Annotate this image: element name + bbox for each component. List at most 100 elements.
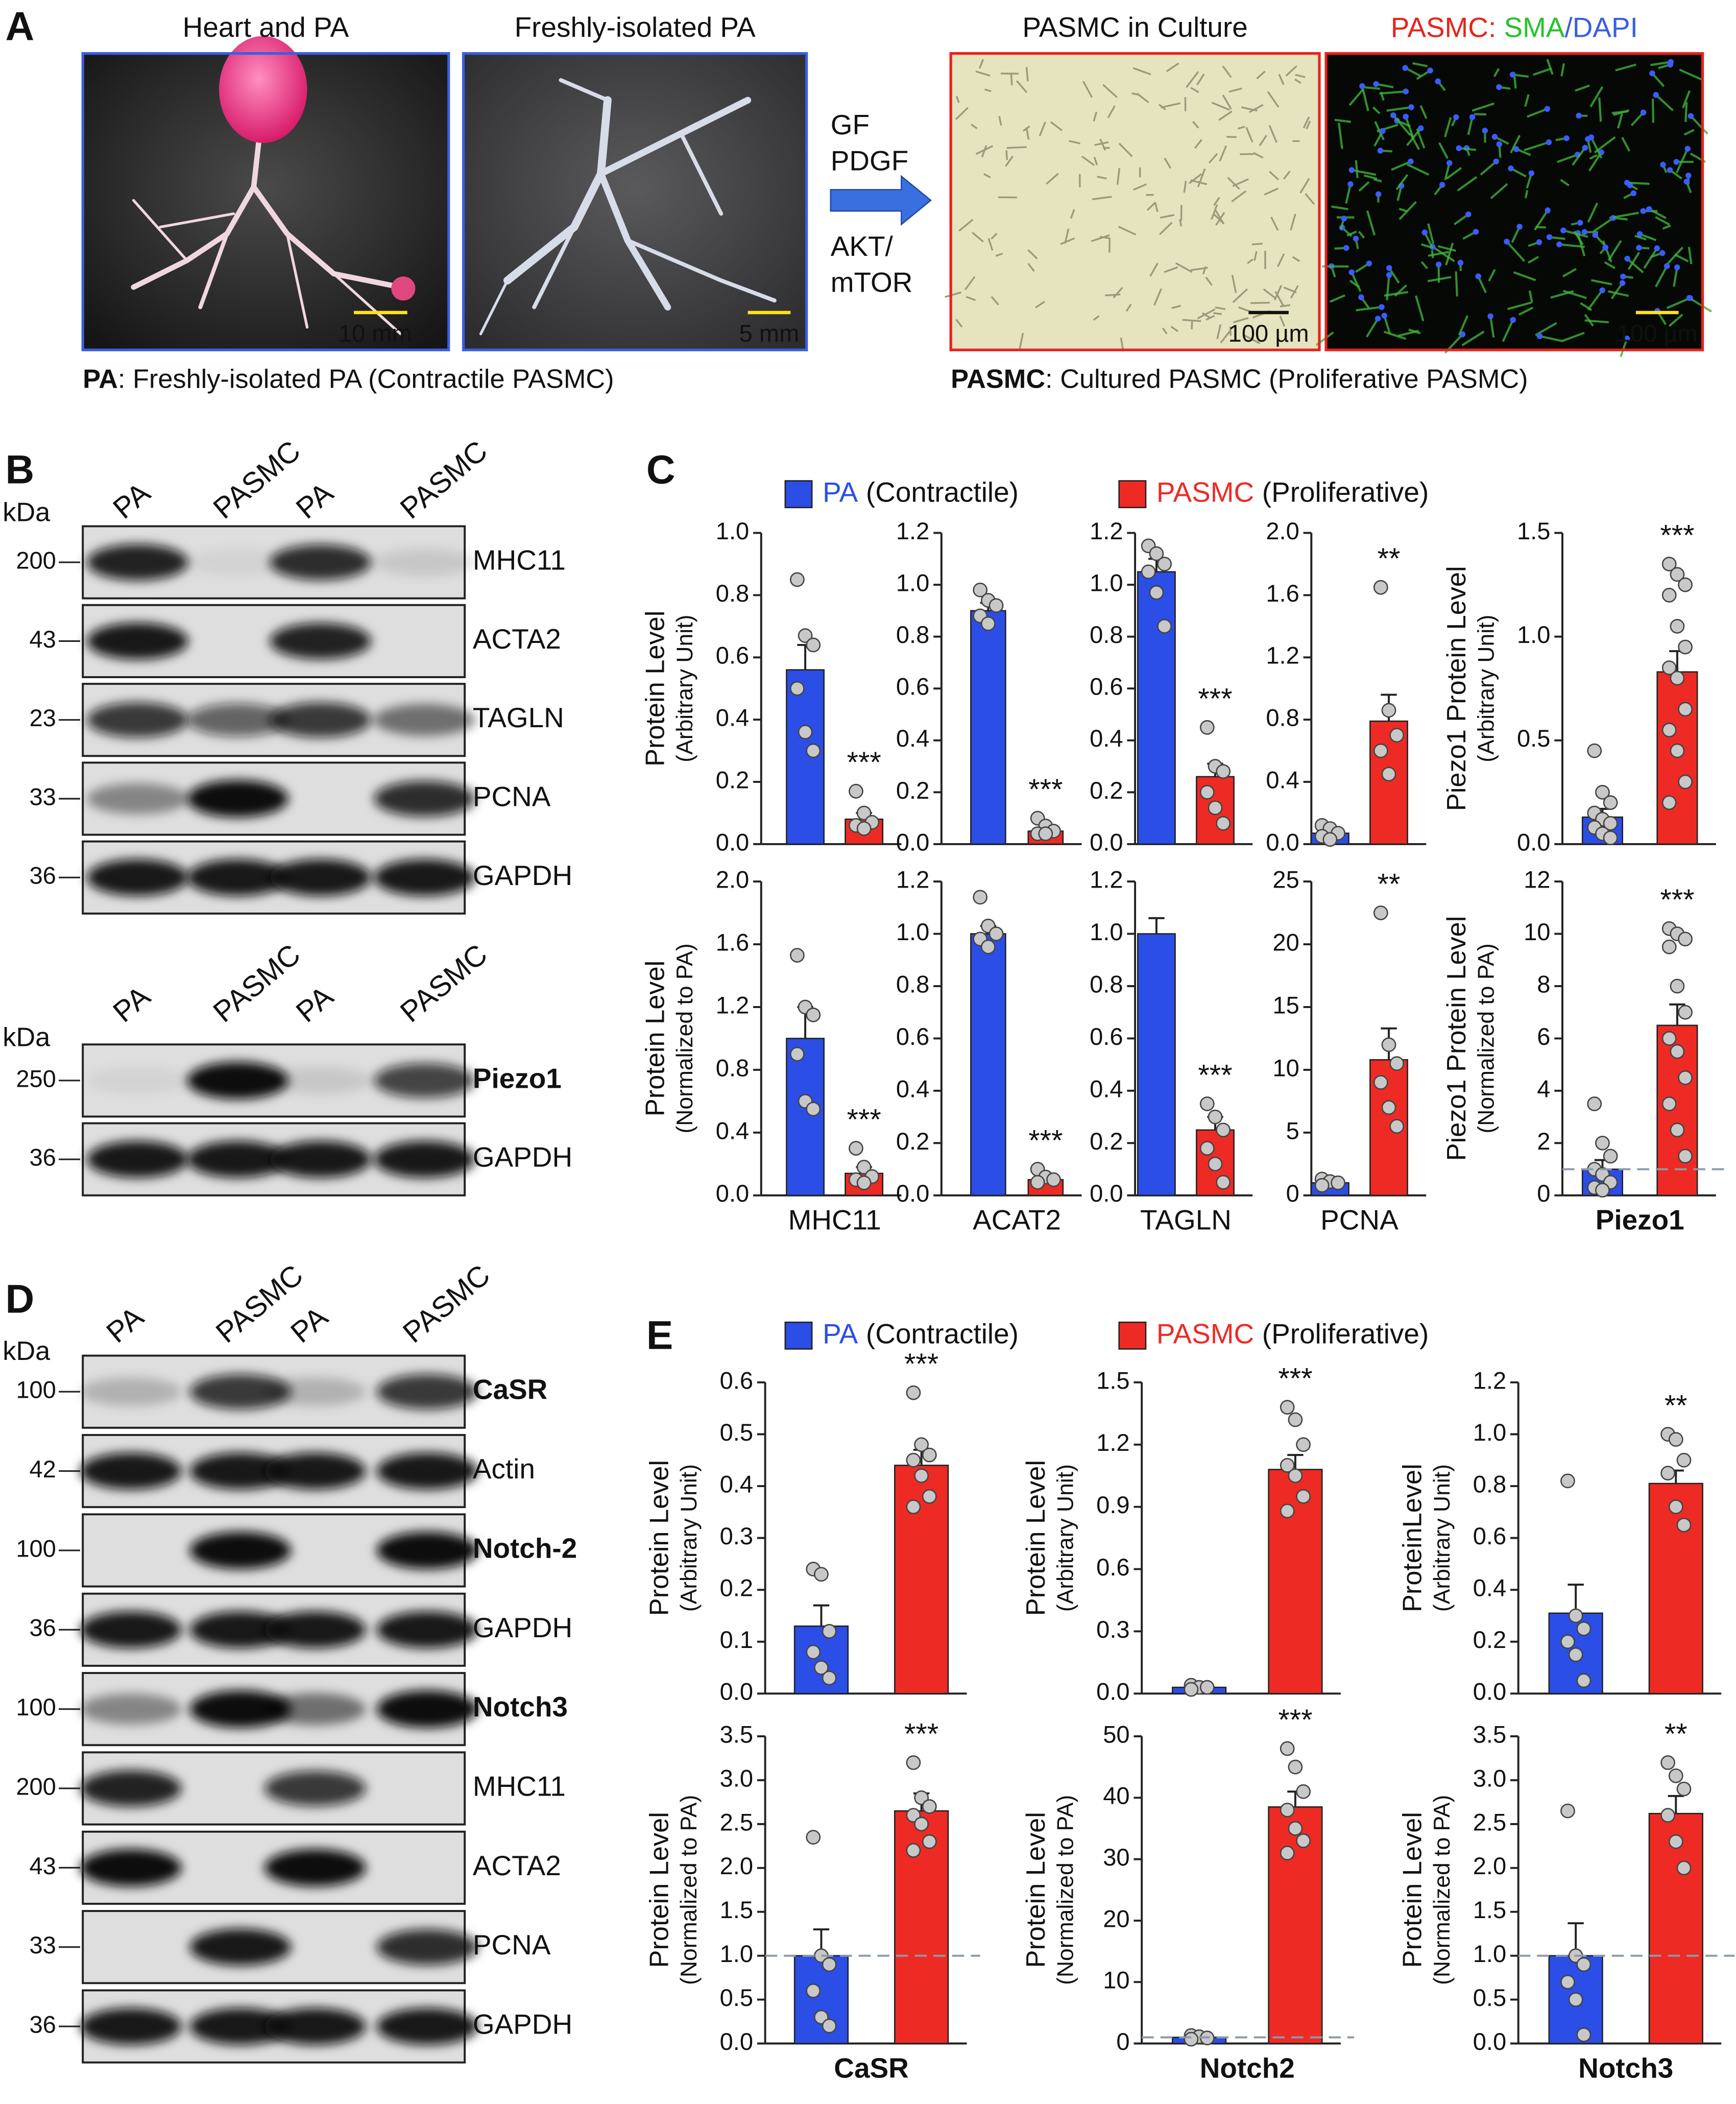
nucleus [1403, 88, 1409, 94]
nucleus [1563, 135, 1570, 141]
y-tick-label: 0.4 [1473, 1574, 1506, 1601]
title-part: PASMC: [1391, 11, 1504, 43]
band [80, 1377, 182, 1406]
sma-fiber [1684, 102, 1688, 122]
data-point [1678, 931, 1693, 947]
vessel [198, 231, 229, 309]
arrow-text: GF [831, 109, 870, 140]
cell [1189, 173, 1202, 184]
photo [83, 36, 449, 350]
nucleus [1427, 67, 1433, 74]
sma-fiber [1361, 86, 1369, 111]
sma-fiber [1546, 59, 1554, 75]
data-point [1280, 1802, 1295, 1818]
sma-fiber [1386, 275, 1390, 301]
y-tick-label: 0.8 [1473, 1470, 1506, 1497]
legend-entry: PA (Contractile) [823, 1318, 1019, 1349]
sma-fiber [1590, 137, 1603, 159]
data-point [922, 1447, 937, 1463]
y-tick-label: 1.0 [1517, 621, 1550, 648]
data-point [1595, 784, 1610, 800]
data-point [1660, 1755, 1675, 1770]
y-tick-label: 1.2 [1266, 642, 1299, 669]
lane-label: PA [290, 476, 340, 525]
data-point [806, 1007, 821, 1022]
legend-entry: PA (Contractile) [823, 476, 1019, 508]
sma-fiber [1524, 190, 1529, 199]
bar [1137, 571, 1176, 845]
sma-fiber [1662, 224, 1671, 230]
cell [1305, 193, 1315, 205]
band [374, 548, 476, 577]
y-tick-label: 0.4 [896, 725, 929, 752]
y-tick-label: 1.5 [1517, 517, 1550, 544]
scale-label: 100 µm [1617, 320, 1698, 347]
cell [1113, 287, 1123, 299]
y-tick-label: 0.2 [1090, 777, 1123, 804]
data-point [1668, 1499, 1683, 1515]
nucleus [1435, 78, 1441, 84]
protein-name: ACTA2 [473, 1850, 561, 1881]
sma-fiber [1591, 279, 1612, 285]
data-point [1560, 1803, 1575, 1819]
kda-marker: 250 [16, 1065, 56, 1092]
title-part: DAPI [1573, 11, 1638, 43]
data-point [1280, 1741, 1295, 1756]
nucleus [1457, 259, 1464, 266]
band [87, 859, 188, 896]
sma-fiber [1458, 315, 1469, 336]
image-title: Heart and PA [183, 11, 349, 43]
y-axis-sublabel: (Arbitrary Unit) [1053, 1464, 1078, 1612]
sma-fiber [1391, 160, 1411, 171]
y-tick-label: 5 [1286, 1117, 1299, 1144]
y-tick-label: 1.0 [720, 1940, 753, 1967]
data-point [1288, 1468, 1303, 1484]
band [376, 1690, 478, 1728]
band [374, 859, 476, 896]
data-point [1568, 1647, 1583, 1662]
nucleus [1674, 264, 1680, 271]
legend-swatch [1118, 480, 1147, 509]
data-point [1288, 1759, 1303, 1775]
cell [958, 219, 974, 232]
y-tick-label: 0.2 [716, 766, 749, 793]
sma-fiber [1535, 226, 1546, 229]
data-point [822, 1624, 837, 1639]
bar [1268, 1806, 1323, 2044]
nucleus [1599, 287, 1605, 294]
nucleus [1375, 191, 1382, 198]
sma-fiber [1407, 163, 1430, 176]
data-point [1280, 1503, 1295, 1519]
band [264, 1849, 366, 1886]
cell [1005, 155, 1014, 167]
data-point [1587, 1096, 1602, 1111]
significance: *** [1278, 1362, 1312, 1395]
y-tick-label: 0.4 [1090, 725, 1123, 752]
y-tick-label: 0.5 [720, 1419, 753, 1446]
cell [1211, 102, 1230, 111]
protein-name: GAPDH [473, 859, 572, 891]
data-point [906, 1385, 921, 1400]
legend-entry: PASMC (Proliferative) [1156, 476, 1429, 508]
sma-fiber [1527, 256, 1539, 264]
protein-name: ACTA2 [473, 623, 561, 655]
nucleus [1556, 241, 1562, 248]
data-point [980, 616, 996, 631]
data-point [1030, 1175, 1045, 1190]
y-tick-label: 1.2 [896, 866, 929, 893]
data-point [1216, 764, 1231, 779]
data-point [1603, 1149, 1618, 1164]
band [187, 548, 288, 576]
data-point [1389, 1119, 1405, 1134]
caption: PASMC: Cultured PASMC (Proliferative PAS… [951, 364, 1528, 394]
y-tick-label: 0.0 [716, 828, 749, 855]
y-axis-sublabel: (Normalized to PA) [1053, 1795, 1078, 1985]
y-tick-label: 1.0 [1473, 1419, 1506, 1446]
cell [983, 173, 991, 179]
data-point [1670, 1122, 1685, 1138]
data-point [1678, 1005, 1693, 1020]
sma-fiber [1421, 243, 1432, 249]
cell [1273, 285, 1283, 301]
sma-fiber [1689, 297, 1712, 313]
error-bar [1148, 917, 1165, 934]
